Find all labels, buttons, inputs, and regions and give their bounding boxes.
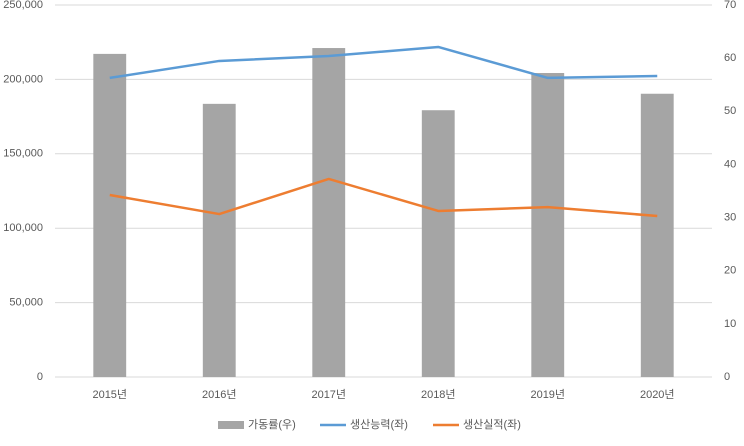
y2-tick-label: 50: [724, 105, 736, 117]
bar: [312, 48, 346, 377]
y2-tick-label: 0: [724, 371, 730, 383]
x-tick-label: 2017년: [311, 388, 346, 401]
y-tick-label: 200,000: [3, 73, 43, 85]
bar: [93, 53, 127, 378]
y-tick-label: 100,000: [3, 222, 43, 234]
y2-tick-label: 60: [724, 52, 736, 64]
legend-label: 생산실적(좌): [463, 418, 521, 431]
bar: [640, 93, 674, 378]
y2-tick-label: 10: [724, 318, 736, 330]
bar: [421, 110, 455, 378]
legend-label: 가동률(우): [248, 418, 296, 431]
y2-tick-label: 40: [724, 158, 736, 170]
bar: [202, 103, 236, 378]
legend-swatch: [218, 421, 244, 429]
line: [109, 177, 658, 218]
x-tick-label: 2019년: [530, 388, 565, 401]
y2-tick-label: 20: [724, 265, 736, 277]
x-tick-label: 2015년: [92, 388, 127, 401]
y-tick-label: 150,000: [3, 148, 43, 160]
x-tick-label: 2020년: [640, 388, 675, 401]
line: [109, 45, 658, 80]
x-tick-label: 2018년: [421, 388, 456, 401]
x-tick-label: 2016년: [202, 388, 237, 401]
y2-tick-label: 70: [724, 0, 736, 11]
legend-label: 생산능력(좌): [350, 418, 408, 431]
y-tick-label: 50,000: [9, 297, 43, 309]
y-tick-label: 250,000: [3, 0, 43, 11]
y-tick-label: 0: [37, 371, 43, 383]
y2-tick-label: 30: [724, 211, 736, 223]
bar: [531, 73, 565, 377]
